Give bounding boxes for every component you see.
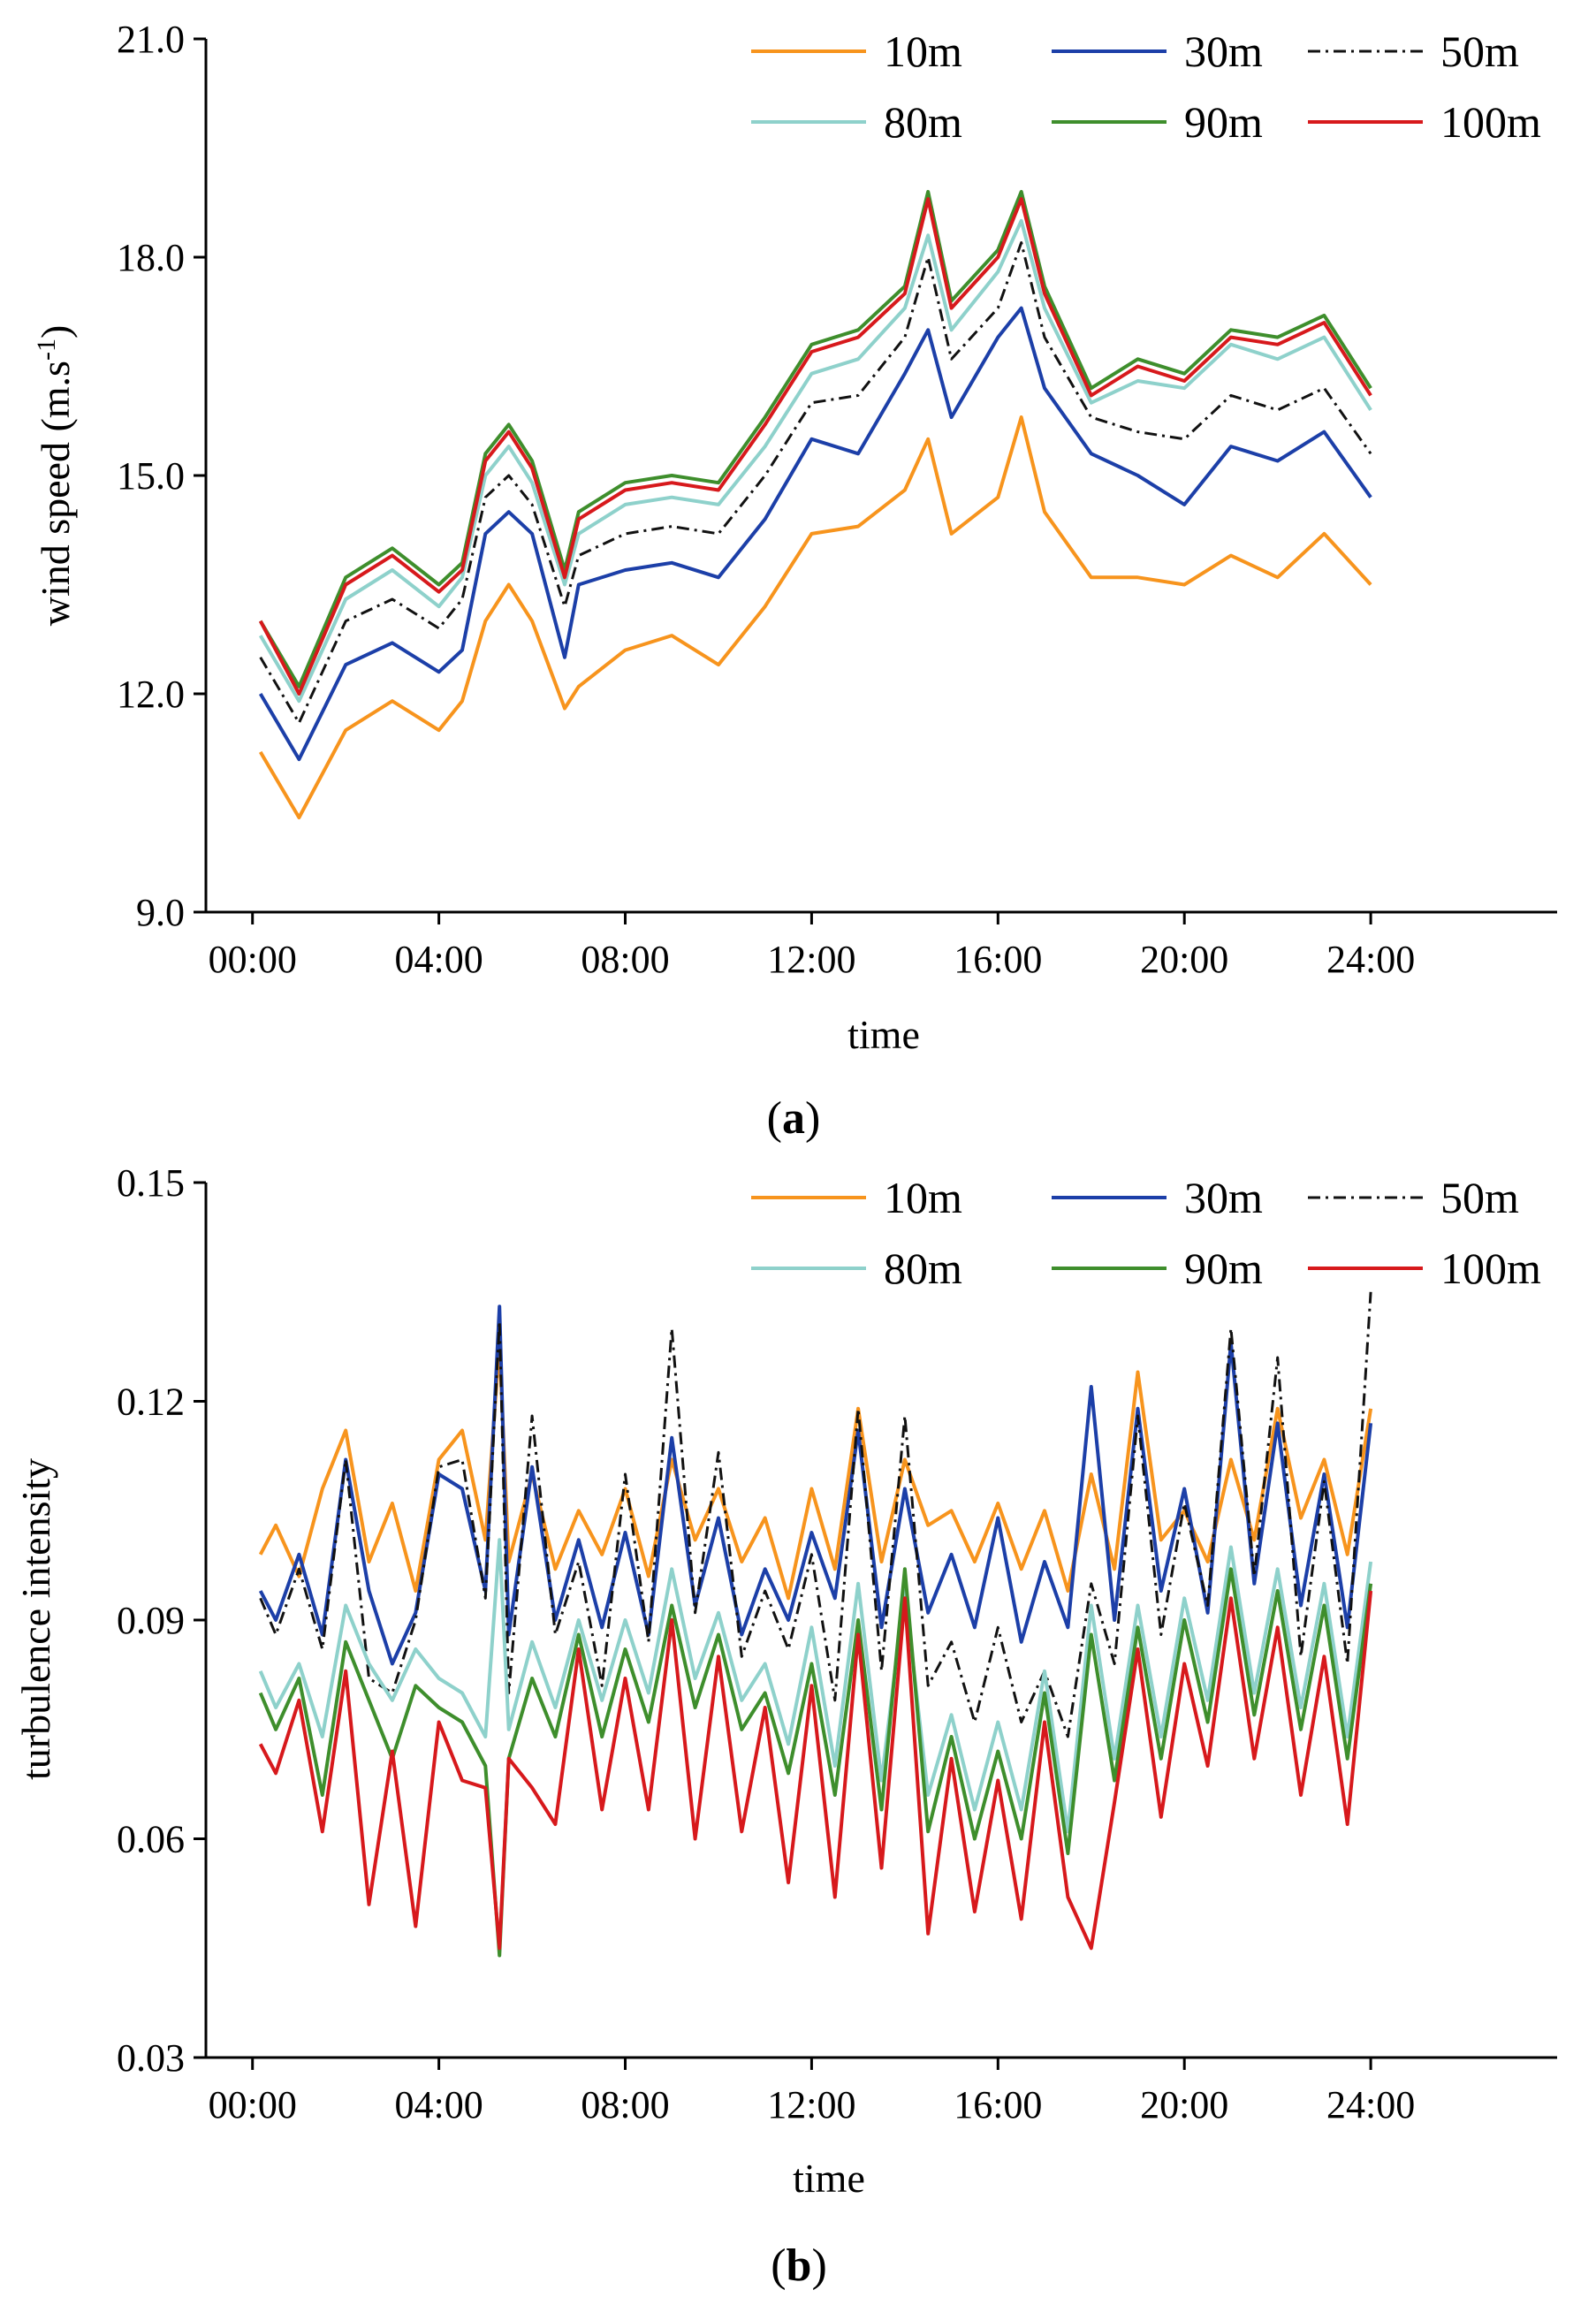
- panel-a-y-tick-label: 9.0: [136, 891, 185, 934]
- panel-a-x-tick-label: 08:00: [581, 938, 669, 981]
- panel-b-legend-label-90m: 90m: [1184, 1244, 1263, 1293]
- panel-a-x-tick-label: 04:00: [395, 938, 483, 981]
- panel-a-y-tick-label: 18.0: [117, 236, 185, 279]
- panel-b-series-group: [258, 1291, 1373, 1958]
- panel-a-x-ticks: 00:00 04:00 08:00 12:00 16:00 20:00 24:00: [209, 912, 1415, 981]
- panel-b-legend-label-10m: 10m: [884, 1173, 962, 1222]
- panel-a-series-50m: [259, 241, 1372, 725]
- panel-a-x-tick-label: 24:00: [1326, 938, 1415, 981]
- panel-b-legend-label-80m: 80m: [884, 1244, 962, 1293]
- panel-a-x-tick-label: 16:00: [954, 938, 1042, 981]
- panel-b-legend-label-50m: 50m: [1440, 1173, 1519, 1222]
- panel-b-legend: 10m 30m 50m 80m 90m 100m: [751, 1173, 1541, 1293]
- panel-b-series-30m: [258, 1305, 1373, 1666]
- panel-b-y-tick-label: 0.06: [117, 1818, 185, 1861]
- panel-a-y-tick-label: 15.0: [117, 454, 185, 498]
- panel-b-x-tick-label: 08:00: [581, 2083, 669, 2126]
- panel-b-y-tick-label: 0.12: [117, 1381, 185, 1424]
- panel-a-legend-label-10m: 10m: [884, 27, 962, 76]
- panel-b-y-tick-label: 0.09: [117, 1599, 185, 1642]
- panel-a-legend-label-100m: 100m: [1440, 97, 1541, 147]
- panel-a-series-90m: [258, 189, 1372, 688]
- panel-b-y-tick-label: 0.15: [117, 1161, 185, 1205]
- panel-b-x-ticks: 00:00 04:00 08:00 12:00 16:00 20:00 24:00: [209, 2058, 1415, 2126]
- panel-b-y-ticks: 0.03 0.06 0.09 0.12 0.15: [117, 1161, 206, 2080]
- panel-a-y-tick-label: 21.0: [117, 18, 185, 61]
- panel-a-x-tick-label: 00:00: [209, 938, 297, 981]
- panel-b-y-tick-label: 0.03: [117, 2036, 185, 2080]
- panel-b-series-10m: [258, 1341, 1373, 1601]
- panel-b-series-100m: [258, 1590, 1373, 1951]
- panel-b-x-tick-label: 12:00: [767, 2083, 855, 2126]
- panel-b-x-tick-label: 20:00: [1140, 2083, 1228, 2126]
- panel-a-series-100m: [258, 197, 1372, 696]
- panel-a-series-group: [258, 189, 1372, 819]
- panel-a-wind-speed-chart: 00:00 04:00 08:00 12:00 16:00 20:00 24:00 9.0 1…: [32, 18, 1557, 1144]
- panel-a-legend: 10m 30m 50m 80m 90m 100m: [751, 27, 1541, 147]
- panel-a-x-tick-label: 12:00: [767, 938, 855, 981]
- panel-a-legend-label-50m: 50m: [1440, 27, 1519, 76]
- panel-a-y-axis-title: wind speed (m.s-1): [32, 325, 78, 627]
- panel-a-x-axis-title: time: [847, 1012, 920, 1057]
- panel-b-legend-label-30m: 30m: [1184, 1173, 1263, 1222]
- panel-a-series-30m: [258, 306, 1372, 762]
- panel-b-label: (b): [771, 2240, 827, 2291]
- panel-b-series-80m: [258, 1538, 1373, 1834]
- panel-b-x-tick-label: 04:00: [395, 2083, 483, 2126]
- panel-a-y-tick-label: 12.0: [117, 673, 185, 716]
- panel-a-x-tick-label: 20:00: [1140, 938, 1228, 981]
- panel-b-turbulence-chart: 00:00 04:00 08:00 12:00 16:00 20:00 24:00 0.03…: [13, 1161, 1557, 2291]
- panel-b-y-axis-title: turbulence intensity: [13, 1458, 58, 1780]
- panel-b-x-tick-label: 00:00: [209, 2083, 297, 2126]
- panel-b-series-90m: [258, 1567, 1373, 1958]
- panel-a-series-80m: [258, 218, 1372, 704]
- panel-a-legend-label-80m: 80m: [884, 97, 962, 147]
- panel-a-legend-label-90m: 90m: [1184, 97, 1263, 147]
- panel-b-x-tick-label: 24:00: [1326, 2083, 1415, 2126]
- panel-a-y-ticks: 9.0 12.0 15.0 18.0 21.0: [117, 18, 206, 934]
- panel-a-series-10m: [258, 415, 1372, 819]
- panel-b-x-tick-label: 16:00: [954, 2083, 1042, 2126]
- panel-b-legend-label-100m: 100m: [1440, 1244, 1541, 1293]
- panel-b-series-50m: [259, 1291, 1372, 1738]
- panel-a-legend-label-30m: 30m: [1184, 27, 1263, 76]
- panel-b-x-axis-title: time: [793, 2156, 865, 2201]
- panel-a-label: (a): [767, 1093, 821, 1144]
